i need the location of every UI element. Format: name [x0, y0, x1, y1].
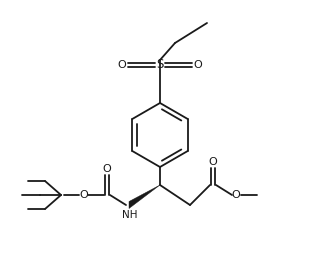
Text: O: O [232, 190, 241, 200]
Text: O: O [209, 157, 217, 167]
Text: NH: NH [122, 210, 138, 220]
Text: S: S [156, 58, 164, 72]
Text: O: O [80, 190, 88, 200]
Text: O: O [103, 164, 111, 174]
Text: O: O [194, 60, 202, 70]
Polygon shape [129, 185, 160, 209]
Text: O: O [118, 60, 126, 70]
